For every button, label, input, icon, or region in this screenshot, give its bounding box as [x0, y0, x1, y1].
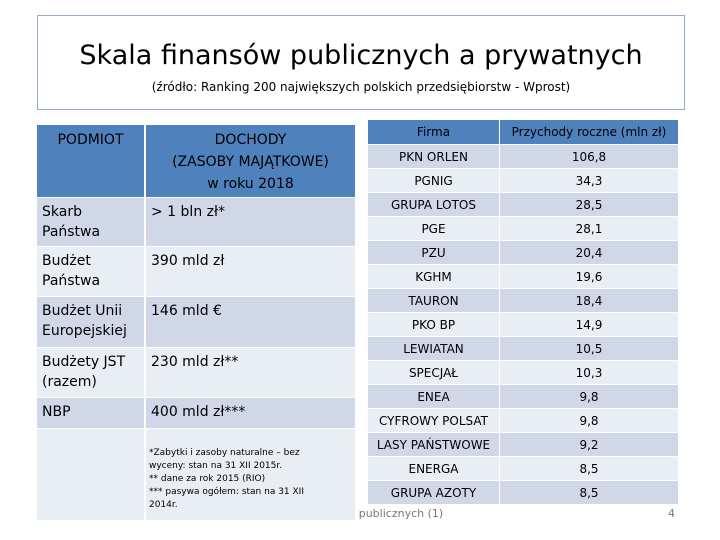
cell-text: Państwa: [42, 224, 101, 240]
table-cell: 8,5: [500, 481, 678, 504]
table-cell: 20,4: [500, 241, 678, 264]
cell-text: Skarb: [42, 204, 82, 220]
table-cell: 9,2: [500, 433, 678, 456]
footnote-line: 2014r.: [149, 500, 178, 510]
table-cell: 28,1: [500, 217, 678, 240]
footnote-cell: *Zabytki i zasoby naturalne – bez wyceny:…: [146, 429, 355, 520]
table-cell: 18,4: [500, 289, 678, 312]
table-cell: Budżet Państwa: [37, 247, 144, 296]
table-cell: ENERGA: [368, 457, 499, 480]
table-cell: GRUPA AZOTY: [368, 481, 499, 504]
slide-subtitle: (źródło: Ranking 200 największych polski…: [151, 80, 571, 94]
table-cell: PZU: [368, 241, 499, 264]
table-cell: [37, 429, 144, 520]
header-cell: PODMIOT: [37, 125, 144, 197]
table-cell: PGE: [368, 217, 499, 240]
table-cell: 19,6: [500, 265, 678, 288]
table-cell: KGHM: [368, 265, 499, 288]
slide-title: Skala finansów publicznych a prywatnych: [79, 40, 643, 71]
table-cell: 9,8: [500, 409, 678, 432]
table-cell: 8,5: [500, 457, 678, 480]
cell-text: Budżet Unii: [42, 303, 123, 319]
table-cell: 9,8: [500, 385, 678, 408]
cell-text: Europejskiej: [42, 323, 127, 339]
header-text: w roku 2018: [207, 176, 294, 192]
footnote-line: wyceny: stan na 31 XII 2015r.: [149, 461, 283, 471]
table-cell: GRUPA LOTOS: [368, 193, 499, 216]
title-box: Skala finansów publicznych a prywatnych …: [37, 15, 685, 110]
footnote-line: *Zabytki i zasoby naturalne – bez: [149, 448, 300, 458]
table-cell: 10,3: [500, 361, 678, 384]
cell-text: Państwa: [42, 273, 101, 289]
table-cell: PGNIG: [368, 169, 499, 192]
table-cell: 400 mld zł***: [146, 398, 355, 428]
header-text: PODMIOT: [57, 132, 124, 148]
header-cell: Firma: [368, 120, 499, 144]
cell-text: (razem): [42, 374, 97, 390]
cell-text: 400 mld zł***: [151, 404, 246, 420]
header-cell: DOCHODY (ZASOBY MAJĄTKOWE) w roku 2018: [146, 125, 355, 197]
table-cell: NBP: [37, 398, 144, 428]
table-cell: 230 mld zł**: [146, 348, 355, 397]
table-cell: Budżety JST (razem): [37, 348, 144, 397]
table-cell: > 1 bln zł*: [146, 198, 355, 246]
table-cell: 28,5: [500, 193, 678, 216]
table-cell: 10,5: [500, 337, 678, 360]
cell-text: NBP: [42, 404, 71, 420]
cell-text: Budżet: [42, 253, 91, 269]
footnote-line: *** pasywa ogółem: stan na 31 XII: [149, 487, 304, 497]
table-cell: 34,3: [500, 169, 678, 192]
header-text: DOCHODY: [214, 132, 287, 148]
header-text: (ZASOBY MAJĄTKOWE): [172, 154, 329, 170]
header-cell: Przychody roczne (mln zł): [500, 120, 678, 144]
table-cell: CYFROWY POLSAT: [368, 409, 499, 432]
table-cell: LEWIATAN: [368, 337, 499, 360]
table-cell: SPECJAŁ: [368, 361, 499, 384]
cell-text: 390 mld zł: [151, 253, 225, 269]
footnote-line: ** dane za rok 2015 (RIO): [149, 474, 266, 484]
table-cell: Budżet Unii Europejskiej: [37, 297, 144, 347]
table-cell: Skarb Państwa: [37, 198, 144, 246]
page-number: 4: [668, 507, 675, 520]
table-cell: TAURON: [368, 289, 499, 312]
table-cell: 106,8: [500, 145, 678, 168]
cell-text: Budżety JST: [42, 354, 126, 370]
table-cell: 14,9: [500, 313, 678, 336]
table-cell: 390 mld zł: [146, 247, 355, 296]
table-cell: PKO BP: [368, 313, 499, 336]
table-cell: ENEA: [368, 385, 499, 408]
table-cell: LASY PAŃSTWOWE: [368, 433, 499, 456]
cell-text: > 1 bln zł*: [151, 204, 225, 220]
table-cell: 146 mld €: [146, 297, 355, 347]
cell-text: 146 mld €: [151, 303, 222, 319]
table-cell: PKN ORLEN: [368, 145, 499, 168]
cell-text: 230 mld zł**: [151, 354, 239, 370]
